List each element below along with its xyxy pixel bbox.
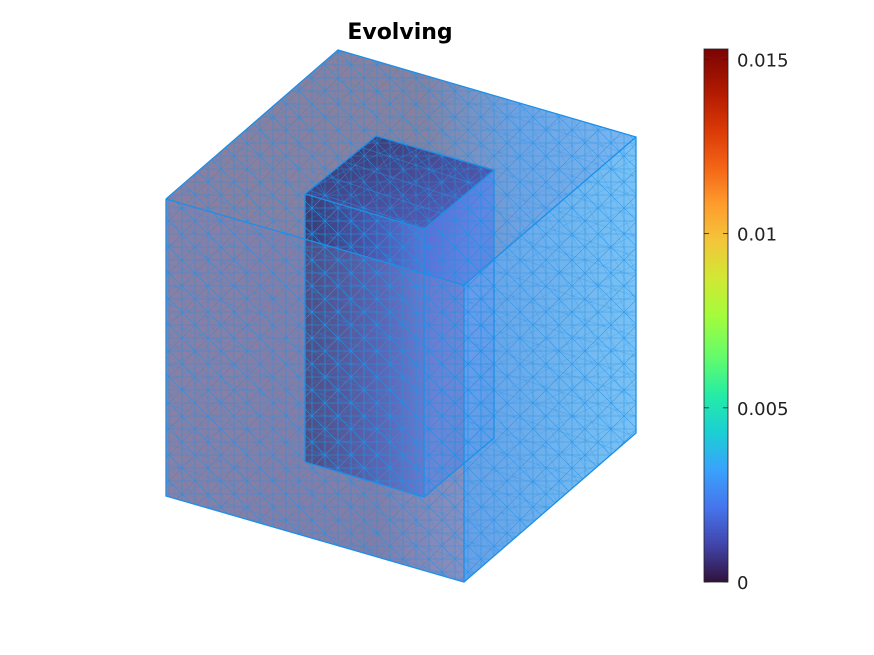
colorbar-gradient [703, 48, 729, 583]
plot-title: Evolving [347, 20, 453, 45]
colorbar-tick-label: 0.005 [737, 399, 789, 420]
colorbar-tick-label: 0.01 [737, 225, 777, 246]
block-edges [165, 49, 637, 583]
colorbar-tick-label: 0.015 [737, 50, 789, 71]
colorbar-tick-label: 0 [737, 573, 748, 594]
